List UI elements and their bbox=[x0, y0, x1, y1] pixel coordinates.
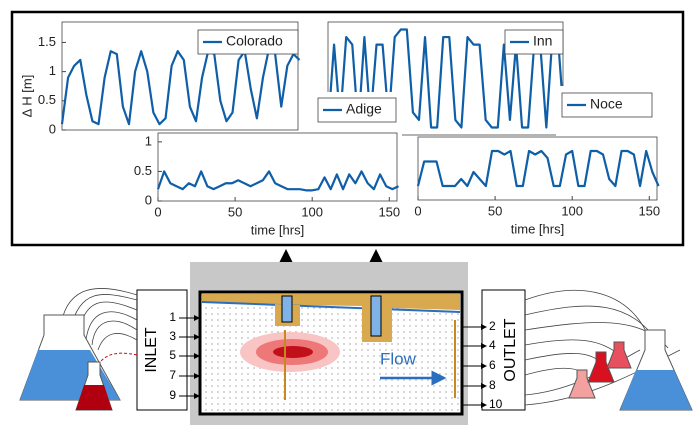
inlet-port-label: 9 bbox=[169, 388, 176, 402]
data-line bbox=[156, 170, 400, 192]
y-tick-label: 0.5 bbox=[134, 163, 152, 178]
plume bbox=[273, 346, 313, 358]
y-tick-label: 0 bbox=[145, 192, 152, 207]
inlet-port-label: 5 bbox=[169, 348, 176, 362]
charts: 0 0.5 1 1.5 Δ H [m] Colorado Inn 0 0.5 1 0 50 100 150… bbox=[18, 16, 668, 242]
inlet-port-label: 3 bbox=[169, 329, 176, 343]
outlet-port-label: 6 bbox=[489, 358, 496, 372]
inlet-port-label: 1 bbox=[169, 310, 176, 324]
axes-box bbox=[157, 132, 398, 202]
x-tick-label: 100 bbox=[301, 204, 323, 219]
data-line bbox=[60, 47, 301, 126]
data-line bbox=[416, 149, 660, 188]
flask bbox=[606, 341, 632, 369]
inlet-label: INLET bbox=[143, 327, 160, 373]
x-tick-label: 0 bbox=[414, 203, 421, 218]
y-axis-label: Δ H [m] bbox=[19, 75, 34, 118]
outlet-port-label: 8 bbox=[489, 378, 496, 392]
diagram: Flow INLET OUTLET 1 3 5 7 9 2 4 6 8 10 bbox=[19, 262, 693, 425]
flask-liquid bbox=[76, 385, 112, 410]
outlet-label: OUTLET bbox=[502, 318, 519, 381]
y-tick-label: 1 bbox=[49, 63, 56, 78]
y-tick-label: 0 bbox=[49, 121, 56, 136]
outlet-port-label: 2 bbox=[489, 319, 496, 333]
legend-label: Adige bbox=[346, 101, 382, 117]
axes-box bbox=[327, 21, 564, 136]
legend-label: Colorado bbox=[226, 33, 283, 49]
x-tick-label: 50 bbox=[228, 204, 242, 219]
axes-box bbox=[417, 136, 658, 201]
outlet-box bbox=[481, 289, 526, 411]
outlet-port-label: 10 bbox=[489, 397, 503, 411]
x-axis-label: time [hrs] bbox=[511, 221, 564, 236]
x-tick-label: 0 bbox=[154, 204, 161, 219]
x-tick-label: 50 bbox=[488, 203, 502, 218]
x-tick-label: 150 bbox=[638, 203, 660, 218]
flow-label: Flow bbox=[380, 349, 417, 368]
y-tick-label: 1 bbox=[145, 133, 152, 148]
legend-label: Inn bbox=[533, 33, 552, 49]
well bbox=[370, 295, 382, 337]
sand-layer bbox=[202, 294, 460, 312]
y-tick-label: 1.5 bbox=[38, 34, 56, 49]
inlet-box bbox=[136, 289, 188, 411]
flask-liquid bbox=[620, 370, 692, 410]
outlet-port-label: 4 bbox=[489, 338, 496, 352]
legend-label: Noce bbox=[590, 96, 623, 112]
x-tick-label: 100 bbox=[561, 203, 583, 218]
well bbox=[281, 295, 293, 323]
water-table bbox=[201, 301, 461, 313]
y-tick-label: 0.5 bbox=[38, 92, 56, 107]
inlet-port-label: 7 bbox=[169, 368, 176, 382]
flask bbox=[568, 369, 596, 399]
axes-box bbox=[61, 21, 299, 131]
flask bbox=[587, 351, 615, 383]
x-axis-label: time [hrs] bbox=[251, 222, 304, 237]
panel bbox=[120, 132, 402, 242]
data-line bbox=[326, 28, 566, 129]
x-tick-label: 150 bbox=[378, 204, 400, 219]
